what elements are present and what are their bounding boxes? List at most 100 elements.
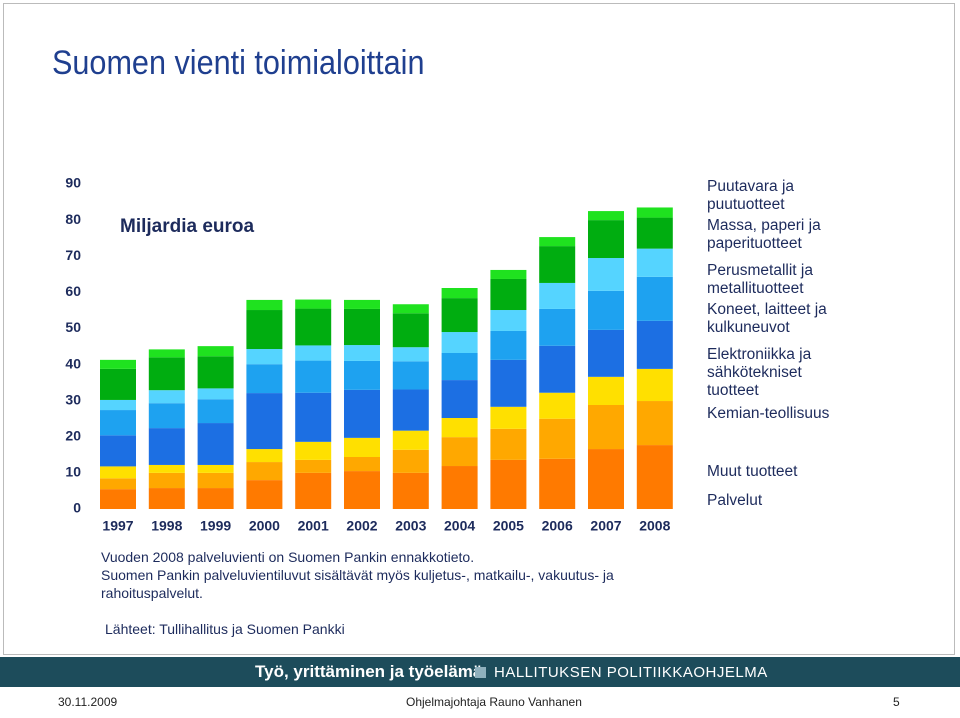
- x-tick-label: 2004: [444, 518, 475, 534]
- bar-segment: [197, 472, 234, 489]
- bar-segment: [539, 458, 576, 509]
- bar-segment: [295, 308, 332, 346]
- bar-segment: [490, 278, 527, 311]
- bar-segment: [636, 445, 673, 509]
- bar-segment: [100, 478, 136, 490]
- footer-square: [475, 667, 486, 678]
- y-tick-label: 80: [65, 211, 81, 227]
- legend-entry: Puutavara ja puutuotteet: [707, 178, 795, 213]
- bar-segment: [441, 437, 478, 467]
- bar-segment: [636, 207, 673, 218]
- bar-segment: [344, 308, 380, 346]
- bar-segment: [344, 299, 380, 309]
- y-tick-label: 90: [65, 175, 81, 191]
- bar-segment: [636, 368, 673, 402]
- bar-segment: [246, 480, 283, 509]
- bar-segment: [100, 359, 136, 369]
- x-tick-label: 2001: [298, 518, 329, 534]
- bar-segment: [344, 389, 380, 438]
- bar-segment: [636, 320, 673, 369]
- bar-segment: [392, 430, 429, 450]
- bar-segment: [148, 488, 185, 509]
- bar-segment: [490, 406, 527, 429]
- bar-segment: [490, 428, 527, 460]
- bar-segment: [588, 258, 624, 291]
- bar-segment: [148, 349, 185, 358]
- bar-segment: [588, 329, 624, 377]
- bar-segment: [100, 410, 136, 436]
- y-tick-label: 70: [65, 247, 81, 263]
- x-tick-label: 2000: [249, 518, 280, 534]
- x-tick-label: 2003: [395, 518, 426, 534]
- bar-segment: [490, 330, 527, 360]
- bar-segment: [539, 237, 576, 247]
- bar-segment: [148, 403, 185, 429]
- x-tick-label: 1998: [151, 518, 182, 534]
- source: Lähteet: Tullihallitus ja Suomen Pankki: [105, 621, 345, 637]
- legend-entry: Perusmetallit ja metallituotteet: [707, 262, 813, 297]
- unit-label: Miljardia euroa: [120, 216, 255, 237]
- bar-segment: [539, 308, 576, 346]
- bar-segment: [392, 313, 429, 348]
- y-tick-label: 30: [65, 391, 81, 407]
- bar-segment: [441, 466, 478, 509]
- y-tick-label: 40: [65, 355, 81, 371]
- bar-segment: [588, 405, 624, 450]
- bar-segment: [295, 299, 332, 309]
- bar-segment: [246, 449, 283, 463]
- footer-page: 5: [893, 695, 900, 709]
- bar-segment: [588, 449, 624, 509]
- bar-segment: [490, 459, 527, 509]
- footer-band: Työ, yrittäminen ja työelämä HALLITUKSEN…: [0, 657, 960, 687]
- note: Vuoden 2008 palveluvienti on Suomen Pank…: [101, 549, 475, 565]
- x-tick-label: 2007: [590, 518, 621, 534]
- bar-segment: [490, 310, 527, 331]
- bar-segment: [295, 441, 332, 460]
- bar-segment: [441, 380, 478, 418]
- bar-segment: [588, 376, 624, 405]
- bar-segment: [392, 347, 429, 362]
- note: Suomen Pankin palveluvientiluvut sisältä…: [101, 567, 614, 601]
- bar-segment: [100, 466, 136, 479]
- footer-date: 30.11.2009: [58, 695, 118, 709]
- legend-entry: Kemian-teollisuus: [707, 405, 830, 422]
- bar-segment: [441, 353, 478, 381]
- x-tick-label: 2006: [542, 518, 573, 534]
- bar-segment: [588, 211, 624, 221]
- footer-author: Ohjelmajohtaja Rauno Vanhanen: [406, 695, 582, 709]
- bar-segment: [392, 449, 429, 473]
- bar-segment: [441, 332, 478, 353]
- bar-segment: [539, 246, 576, 283]
- legend-entry: Palvelut: [707, 492, 763, 509]
- bar-segment: [197, 464, 234, 473]
- bar-segment: [539, 418, 576, 459]
- bar-segment: [295, 360, 332, 393]
- bar-segment: [392, 361, 429, 390]
- bar-segment: [392, 389, 429, 431]
- bar-segment: [148, 357, 185, 391]
- chart-title: Suomen vienti toimialoittain: [52, 44, 425, 82]
- y-tick-label: 10: [65, 464, 81, 480]
- bar-segment: [344, 345, 380, 361]
- bar-segment: [197, 346, 234, 357]
- bar-segment: [344, 360, 380, 390]
- legend-entry: Muut tuotteet: [707, 463, 798, 480]
- bar-segment: [392, 304, 429, 314]
- x-tick-label: 1997: [102, 518, 133, 534]
- bar-segment: [197, 356, 234, 389]
- bar-segment: [246, 299, 283, 311]
- x-tick-label: 2008: [639, 518, 670, 534]
- legend-entry: Massa, paperi ja paperituotteet: [707, 217, 821, 252]
- bar-segment: [295, 459, 332, 473]
- bar-segment: [246, 393, 283, 450]
- bar-segment: [197, 423, 234, 465]
- x-tick-label: 2005: [493, 518, 524, 534]
- bar-segment: [441, 418, 478, 438]
- y-tick-label: 20: [65, 427, 81, 443]
- legend-entry: Elektroniikka ja sähkötekniset tuotteet: [707, 346, 812, 399]
- y-tick-label: 50: [65, 319, 81, 335]
- bar-segment: [148, 428, 185, 465]
- bar-segment: [392, 472, 429, 509]
